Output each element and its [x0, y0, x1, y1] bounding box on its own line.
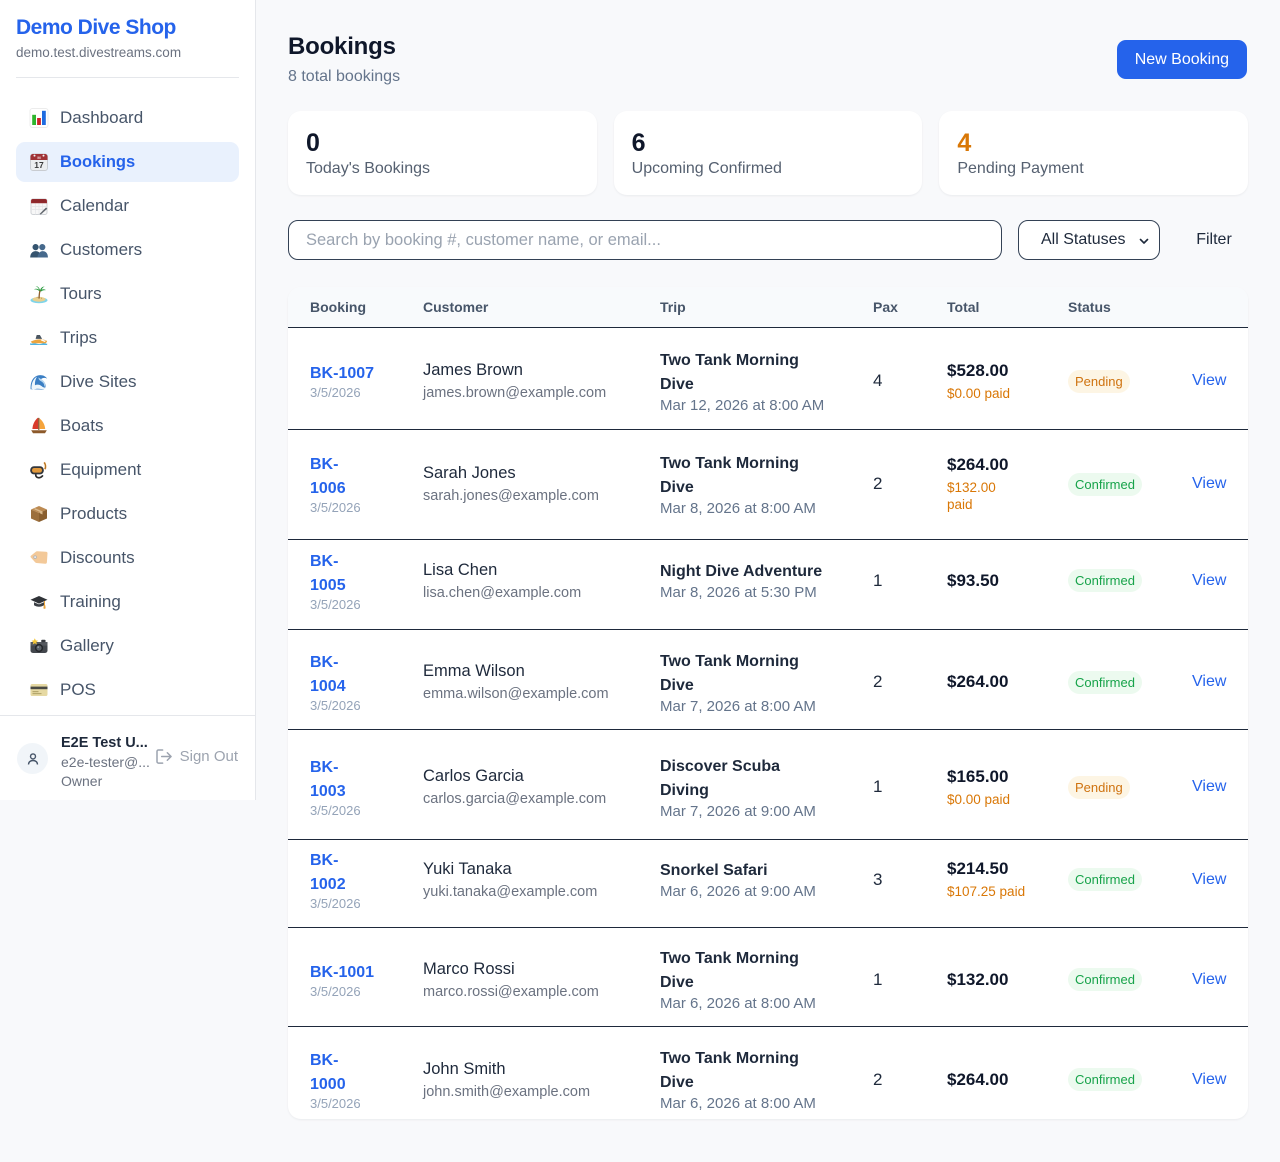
- svg-text:17: 17: [34, 160, 44, 170]
- svg-text:M: M: [37, 155, 41, 160]
